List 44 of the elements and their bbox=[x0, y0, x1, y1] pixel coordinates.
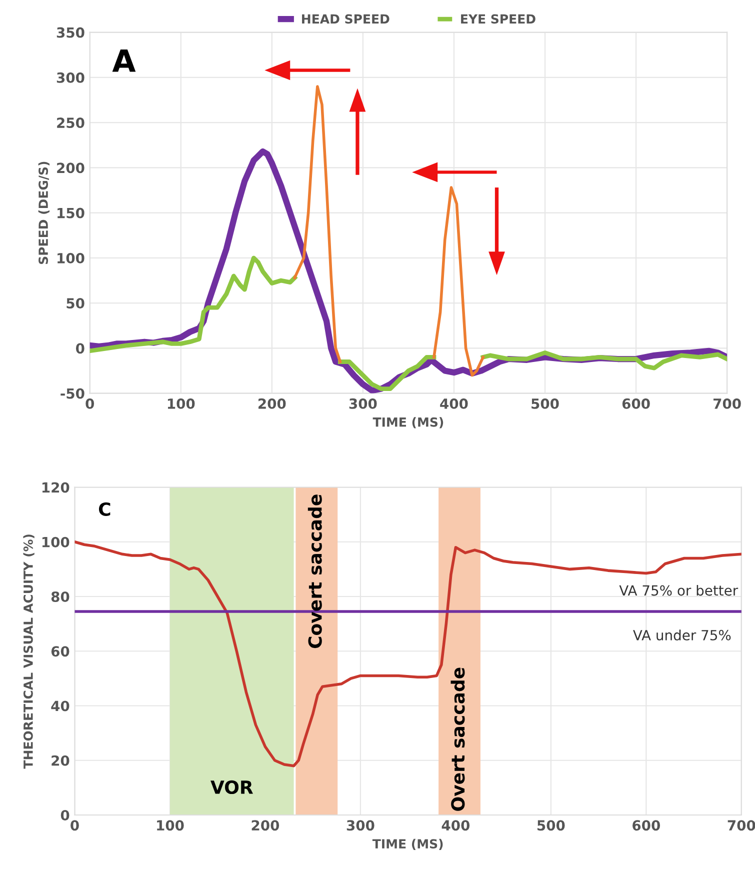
x-tick-label: 400 bbox=[440, 398, 468, 409]
x-tick-label: 300 bbox=[349, 398, 377, 409]
y-tick-label: 100 bbox=[58, 252, 84, 264]
x-tick-label: 700 bbox=[714, 398, 741, 409]
y-tick-label: 60 bbox=[51, 646, 70, 657]
y-tick-label: 150 bbox=[58, 208, 84, 218]
ref-line-label: VA 75% or better bbox=[619, 584, 738, 596]
band-label: VOR bbox=[210, 780, 253, 794]
y-tick-label: 40 bbox=[51, 700, 70, 712]
x-axis-title: TIME (MS) bbox=[372, 417, 444, 428]
annotation: VA under 75% bbox=[633, 630, 731, 640]
x-tick-label: 600 bbox=[622, 398, 650, 409]
x-tick-label: 200 bbox=[252, 820, 280, 831]
y-tick-label: 120 bbox=[42, 482, 70, 493]
y-tick-label: 200 bbox=[57, 162, 84, 174]
y-tick-label: 0 bbox=[60, 810, 70, 820]
y-tick-label: 350 bbox=[56, 27, 84, 38]
x-tick-label: 300 bbox=[346, 820, 374, 831]
x-tick-label: 500 bbox=[538, 820, 565, 831]
y-tick-label: 20 bbox=[52, 755, 70, 766]
y-tick-label: 80 bbox=[51, 591, 70, 602]
x-tick-label: 100 bbox=[157, 820, 184, 831]
y-tick-label: 0 bbox=[76, 343, 84, 354]
x-tick-label: 700 bbox=[728, 820, 755, 831]
x-tick-label: 500 bbox=[532, 398, 559, 409]
x-tick-label: 0 bbox=[86, 398, 94, 409]
y-tick-label: 50 bbox=[66, 298, 84, 309]
x-axis-title: TIME (MS) bbox=[372, 838, 443, 850]
y-tick-label: 300 bbox=[56, 72, 84, 83]
x-tick-label: 400 bbox=[442, 820, 470, 831]
annotation: A bbox=[112, 50, 136, 72]
x-tick-label: 200 bbox=[258, 398, 286, 409]
y-axis-title: SPEED (DEG/S) bbox=[38, 162, 50, 264]
band-label: Covert saccade bbox=[308, 494, 322, 648]
x-tick-label: 100 bbox=[168, 398, 195, 409]
x-tick-label: 600 bbox=[632, 820, 660, 831]
band-label: Overt saccade bbox=[450, 668, 465, 811]
legend-label: EYE SPEED bbox=[461, 14, 536, 24]
annotation: C bbox=[98, 502, 110, 516]
y-tick-label: 100 bbox=[42, 536, 70, 548]
legend-label: HEAD SPEED bbox=[302, 14, 390, 24]
y-tick-label: -50 bbox=[60, 388, 84, 399]
y-axis-title: THEORETICAL VISUAL ACUITY (%) bbox=[23, 534, 34, 769]
y-tick-label: 250 bbox=[57, 118, 84, 128]
